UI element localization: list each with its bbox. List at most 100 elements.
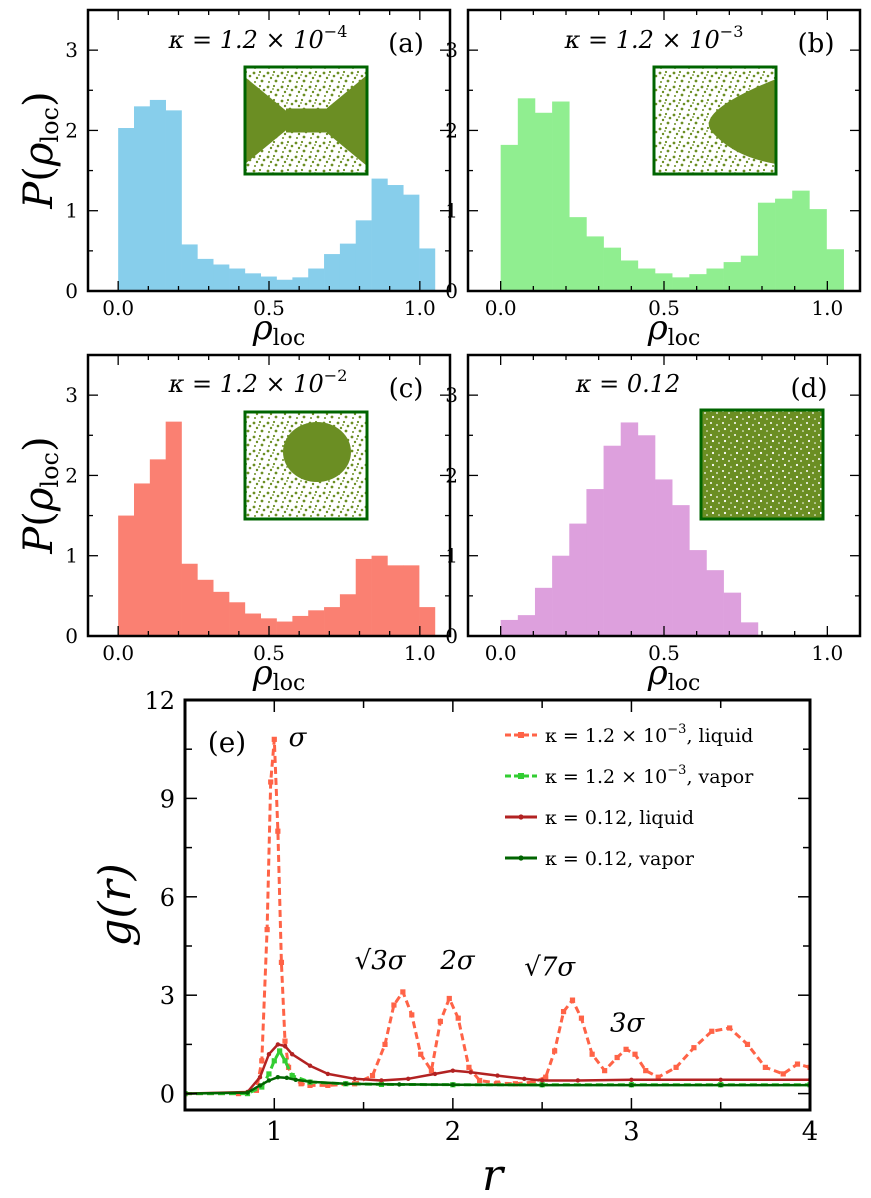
series-point-3	[275, 1075, 281, 1080]
bar-c-8	[244, 613, 262, 636]
series-point-2	[289, 1052, 295, 1057]
xtick-label-a: 0.0	[102, 296, 134, 320]
panel-c: 0.0 0.5 1.0 0 1 2 3 ρloc κ = 1.2 × 10−2 (c)	[65, 353, 452, 696]
snapshot-inset	[243, 410, 369, 521]
ylabel-row2: P(ρloc)	[16, 436, 64, 554]
series-point-0	[275, 828, 281, 834]
bar-b-16	[775, 198, 793, 291]
xtick-label-c: 0.5	[253, 641, 285, 665]
snapshot-cluster	[245, 77, 298, 164]
bar-c-17	[387, 565, 404, 636]
series-point-0	[602, 1068, 608, 1074]
series-point-0	[455, 1015, 461, 1021]
ytick-label-c: 2	[65, 463, 78, 487]
bar-b-6	[603, 247, 622, 291]
xtick-label-b: 0.5	[648, 296, 680, 320]
series-point-0	[446, 995, 452, 1002]
series-point-2	[468, 1070, 473, 1075]
xtick-label-e: 3	[623, 1117, 640, 1147]
panel-label-b: (b)	[798, 29, 835, 59]
series-point-3	[266, 1078, 272, 1083]
series-point-0	[569, 997, 576, 1003]
snapshot-border	[699, 408, 825, 521]
ylabel-e: g(r)	[90, 863, 141, 947]
series-line-0	[185, 737, 810, 1096]
bar-a-17	[387, 185, 404, 291]
bar-d-10	[672, 505, 690, 636]
ytick-label-a: 2	[65, 118, 78, 142]
ytick-label-b: 0	[445, 279, 458, 303]
bar-b-7	[620, 260, 639, 291]
bar-a-18	[403, 194, 420, 291]
bar-a-7	[229, 268, 246, 291]
series-point-3	[397, 1082, 402, 1087]
ytick-label-c: 0	[65, 624, 78, 648]
ytick-label-c: 1	[65, 544, 78, 568]
series-point-0	[560, 1009, 567, 1015]
ytick-label-d: 1	[445, 544, 458, 568]
kappa-label-c: κ = 1.2 × 10−2	[168, 366, 348, 398]
snapshot-border	[243, 410, 369, 521]
legend-label: κ = 0.12, liquid	[545, 807, 694, 829]
series-point-0	[655, 1074, 661, 1080]
bar-b-13	[723, 262, 742, 291]
series-point-1	[259, 1084, 265, 1090]
legend-label: κ = 0.12, vapor	[545, 848, 695, 870]
panel-b: 0.0 0.5 1.0 0 1 2 3 ρloc κ = 1.2 × 10−3 (b)	[445, 8, 862, 351]
series-point-0	[762, 1064, 768, 1070]
legend-swatch-marker	[518, 732, 524, 738]
series-line-2	[185, 1043, 810, 1095]
snapshot-inset	[699, 408, 825, 521]
series-point-0	[623, 1046, 629, 1052]
bar-b-1	[517, 98, 536, 291]
bar-c-18	[403, 565, 420, 636]
snapshot-cluster	[286, 108, 326, 133]
xtick-label-e: 1	[266, 1117, 283, 1147]
series-point-0	[614, 1054, 620, 1061]
ytick-label-a: 3	[65, 38, 78, 62]
panel-label-e: (e)	[208, 726, 246, 759]
xlabel-a: ρloc	[252, 308, 306, 351]
bar-c-10	[276, 621, 293, 636]
xlabel-b: ρloc	[647, 308, 701, 351]
ytick-label-b: 3	[445, 38, 458, 62]
bar-a-0	[118, 128, 135, 291]
series-point-0	[409, 1012, 415, 1018]
peak-label: √7σ	[524, 953, 576, 983]
series-point-1	[271, 1058, 277, 1064]
legend: κ = 1.2 × 10−3, liquid κ = 1.2 × 10−3, va…	[505, 722, 754, 870]
axes-frame-b	[466, 8, 862, 293]
bar-b-12	[706, 268, 724, 291]
panel-a: 0.0 0.5 1.0 0 1 2 3 ρloc κ = 1.2 × 10−4 (a)	[65, 8, 452, 351]
bar-a-11	[292, 277, 309, 291]
bar-c-1	[134, 483, 151, 636]
series-point-0	[780, 1071, 786, 1077]
series-point-2	[266, 1052, 272, 1057]
legend-swatch-marker	[518, 814, 524, 820]
series-point-0	[794, 1061, 801, 1067]
series-point-2	[275, 1042, 281, 1047]
bar-c-15	[355, 558, 372, 636]
ytick-label-d: 0	[445, 624, 458, 648]
xtick-label-b: 0.0	[485, 296, 517, 320]
series-point-3	[307, 1079, 313, 1084]
series-point-3	[450, 1082, 456, 1087]
snapshot-background	[701, 410, 823, 519]
panel-label-d: (d)	[791, 374, 828, 404]
series-point-0	[744, 1041, 751, 1047]
series-point-2	[575, 1078, 581, 1083]
bar-a-3	[165, 110, 182, 291]
bar-d-2	[534, 587, 553, 636]
bar-c-5	[197, 579, 214, 636]
series-point-3	[293, 1077, 298, 1083]
peak-label: σ	[289, 723, 308, 753]
series-point-0	[691, 1045, 697, 1051]
xlabel-e: r	[482, 1150, 506, 1198]
xlabel-c: ρloc	[252, 653, 306, 696]
bar-d-7	[620, 422, 639, 636]
ytick-label-a: 1	[65, 199, 78, 223]
series-point-0	[543, 1074, 549, 1080]
bar-b-11	[689, 274, 707, 291]
bar-c-2	[149, 459, 166, 636]
